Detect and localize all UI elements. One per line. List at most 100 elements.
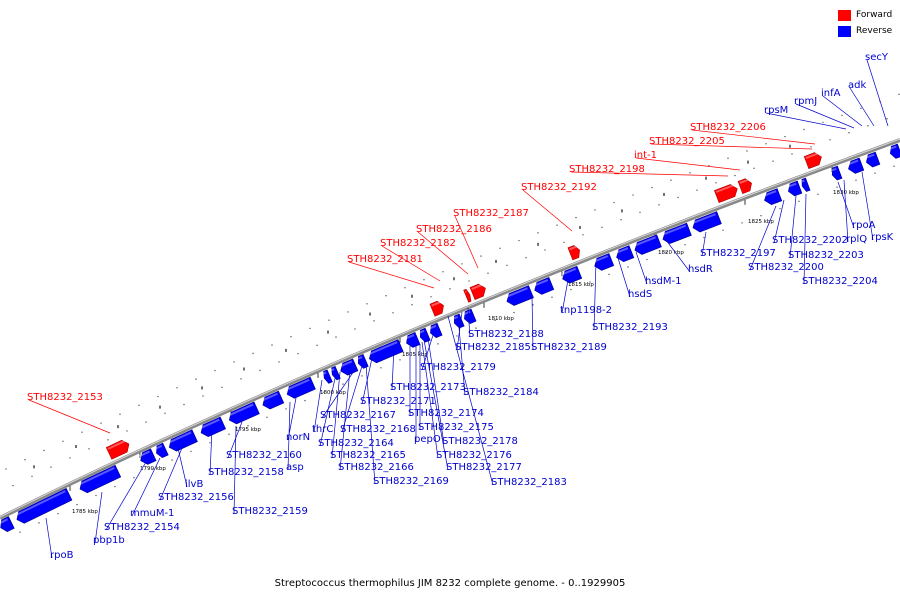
scale-tick-label: 1830 kbp xyxy=(833,190,859,196)
gene-label: STH8232_2164 xyxy=(318,438,394,449)
reverse-gene-block-shine xyxy=(847,159,859,166)
grid-dot xyxy=(266,416,268,418)
gene-label: STH8232_2200 xyxy=(748,262,824,273)
grid-dot xyxy=(722,229,724,231)
gene-label: STH8232_2187 xyxy=(453,208,529,219)
label-leader xyxy=(765,112,847,130)
grid-dot xyxy=(31,475,33,477)
label-leader xyxy=(391,345,395,391)
grid-dot xyxy=(442,271,444,273)
grid-dot xyxy=(537,232,539,234)
reverse-gene-block xyxy=(865,151,881,168)
grid-dot xyxy=(651,186,653,189)
reverse-gene-block-shape xyxy=(634,234,662,255)
legend-forward-swatch xyxy=(838,9,851,21)
grid-dot xyxy=(176,387,178,389)
grid-dot xyxy=(62,440,64,442)
reverse-gene-block-shine xyxy=(763,190,777,197)
reverse-gene-block-shine xyxy=(330,368,335,372)
label-leader xyxy=(447,315,494,486)
gene-label: rpoA xyxy=(852,220,876,231)
label-leader xyxy=(531,295,534,351)
gene-label: STH8232_2177 xyxy=(446,462,522,473)
gene-labels: STH8232_2153 STH8232_2181 STH8232_2182 STH8… xyxy=(27,52,894,561)
grid-dot xyxy=(259,369,261,372)
grid-dot xyxy=(613,201,615,204)
reverse-gene-block-shine xyxy=(322,371,327,375)
grid-dot xyxy=(475,327,477,329)
grid-dot xyxy=(658,204,660,206)
gene-label: STH8232_2179 xyxy=(420,362,496,373)
gene-label: STH8232_2182 xyxy=(380,238,456,249)
grid-dot xyxy=(791,153,793,155)
grid-dot xyxy=(418,351,420,353)
grid-dot xyxy=(138,404,140,407)
label-leader xyxy=(522,189,573,232)
grid-dot xyxy=(385,295,387,297)
gene-label: mmuM-1 xyxy=(130,508,174,519)
gene-label: rpsK xyxy=(871,232,894,243)
grid-dot xyxy=(532,304,534,306)
reverse-gene-block-shape xyxy=(534,277,555,295)
label-leader xyxy=(361,357,373,405)
gene-label: rpoB xyxy=(50,550,74,561)
label-leader xyxy=(339,369,351,471)
grid-dot xyxy=(506,264,508,267)
grid-dot xyxy=(24,459,26,461)
label-leader xyxy=(233,425,237,515)
label-leader xyxy=(417,231,469,275)
gene-label: STH8232_2186 xyxy=(416,224,492,235)
grid-dot xyxy=(760,214,762,217)
label-leader xyxy=(454,215,479,269)
reverse-gene-block xyxy=(593,253,615,271)
reverse-gene-block xyxy=(561,265,583,284)
gene-label: pepO xyxy=(414,434,441,445)
label-leader xyxy=(321,367,357,419)
grid-dot xyxy=(88,448,90,450)
grid-dot xyxy=(677,196,679,199)
gene-label: infA xyxy=(821,88,841,99)
grid-dot xyxy=(499,247,501,249)
gene-label: thrC xyxy=(312,424,333,435)
grid-dot xyxy=(570,288,572,291)
scale-ticks: 1785 kbp 1790 kbp 1795 kbp 1800 kbp 1805 kbp… xyxy=(33,144,859,515)
gene-label: STH8232_2185 xyxy=(455,342,531,353)
forward-gene-block-shine xyxy=(569,245,577,251)
reverse-gene-block xyxy=(787,180,803,197)
grid-dot xyxy=(898,93,900,96)
label-leader xyxy=(691,129,816,145)
reverse-gene-block-shine xyxy=(865,153,875,159)
legend-forward: Forward xyxy=(838,8,892,22)
reverse-gene-block-shine xyxy=(15,490,66,517)
label-leader xyxy=(795,103,855,129)
grid-dot xyxy=(164,412,166,415)
reverse-gene-block-shine xyxy=(831,167,837,172)
grid-dot xyxy=(335,336,337,338)
grid-dot xyxy=(696,189,698,191)
grid-dot xyxy=(689,172,691,174)
forward-gene-block xyxy=(105,439,130,460)
gene-label: rpmJ xyxy=(794,96,817,107)
gene-label: int-1 xyxy=(634,150,657,161)
label-leader xyxy=(227,421,243,459)
grid-dot xyxy=(12,484,14,487)
grid-dot xyxy=(798,200,800,203)
grid-dot xyxy=(456,335,458,337)
label-leader xyxy=(635,251,648,285)
forward-gene-block-shape xyxy=(567,245,580,261)
gene-label: STH8232_2160 xyxy=(226,450,302,461)
gene-label: STH8232_2153 xyxy=(27,392,103,403)
reverse-gene-block-shine xyxy=(339,360,353,368)
gene-label: STH8232_2192 xyxy=(521,182,597,193)
grid-dot xyxy=(81,431,83,433)
grid-dot xyxy=(829,139,831,141)
forward-gene-block-shape xyxy=(714,184,738,204)
grid-dot xyxy=(57,512,59,515)
grid-dot xyxy=(252,352,254,355)
reverse-gene-block-shine xyxy=(463,310,471,316)
grid-dot xyxy=(195,378,197,380)
reverse-gene-block xyxy=(139,448,157,465)
gene-label: STH8232_2171 xyxy=(360,396,436,407)
gene-label: STH8232_2205 xyxy=(649,136,725,147)
grid-dot xyxy=(43,449,45,452)
